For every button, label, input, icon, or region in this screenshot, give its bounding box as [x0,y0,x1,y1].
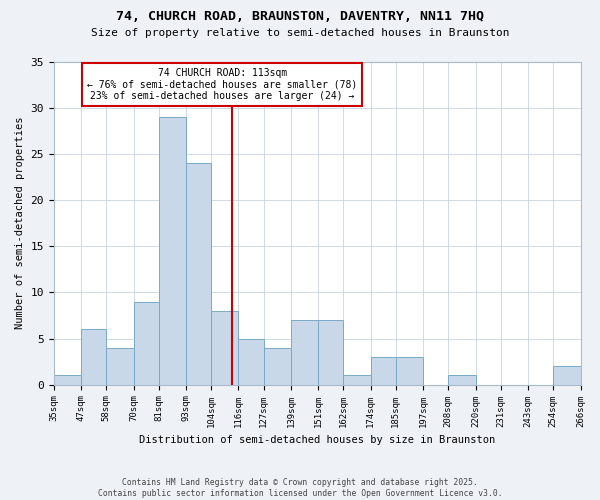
X-axis label: Distribution of semi-detached houses by size in Braunston: Distribution of semi-detached houses by … [139,435,495,445]
Bar [318,320,343,384]
Y-axis label: Number of semi-detached properties: Number of semi-detached properties [15,117,25,330]
Bar [238,338,263,384]
Bar [134,302,158,384]
Text: Size of property relative to semi-detached houses in Braunston: Size of property relative to semi-detach… [91,28,509,38]
Bar [291,320,318,384]
Bar [371,357,396,384]
Bar [81,330,106,384]
Bar [396,357,423,384]
Bar [106,348,134,385]
Text: 74 CHURCH ROAD: 113sqm
← 76% of semi-detached houses are smaller (78)
23% of sem: 74 CHURCH ROAD: 113sqm ← 76% of semi-det… [87,68,358,101]
Bar [343,376,371,384]
Bar [211,311,238,384]
Bar [54,376,81,384]
Text: 74, CHURCH ROAD, BRAUNSTON, DAVENTRY, NN11 7HQ: 74, CHURCH ROAD, BRAUNSTON, DAVENTRY, NN… [116,10,484,23]
Bar [448,376,476,384]
Bar [158,117,186,384]
Bar [186,163,211,384]
Bar [263,348,291,385]
Bar [553,366,581,384]
Text: Contains HM Land Registry data © Crown copyright and database right 2025.
Contai: Contains HM Land Registry data © Crown c… [98,478,502,498]
